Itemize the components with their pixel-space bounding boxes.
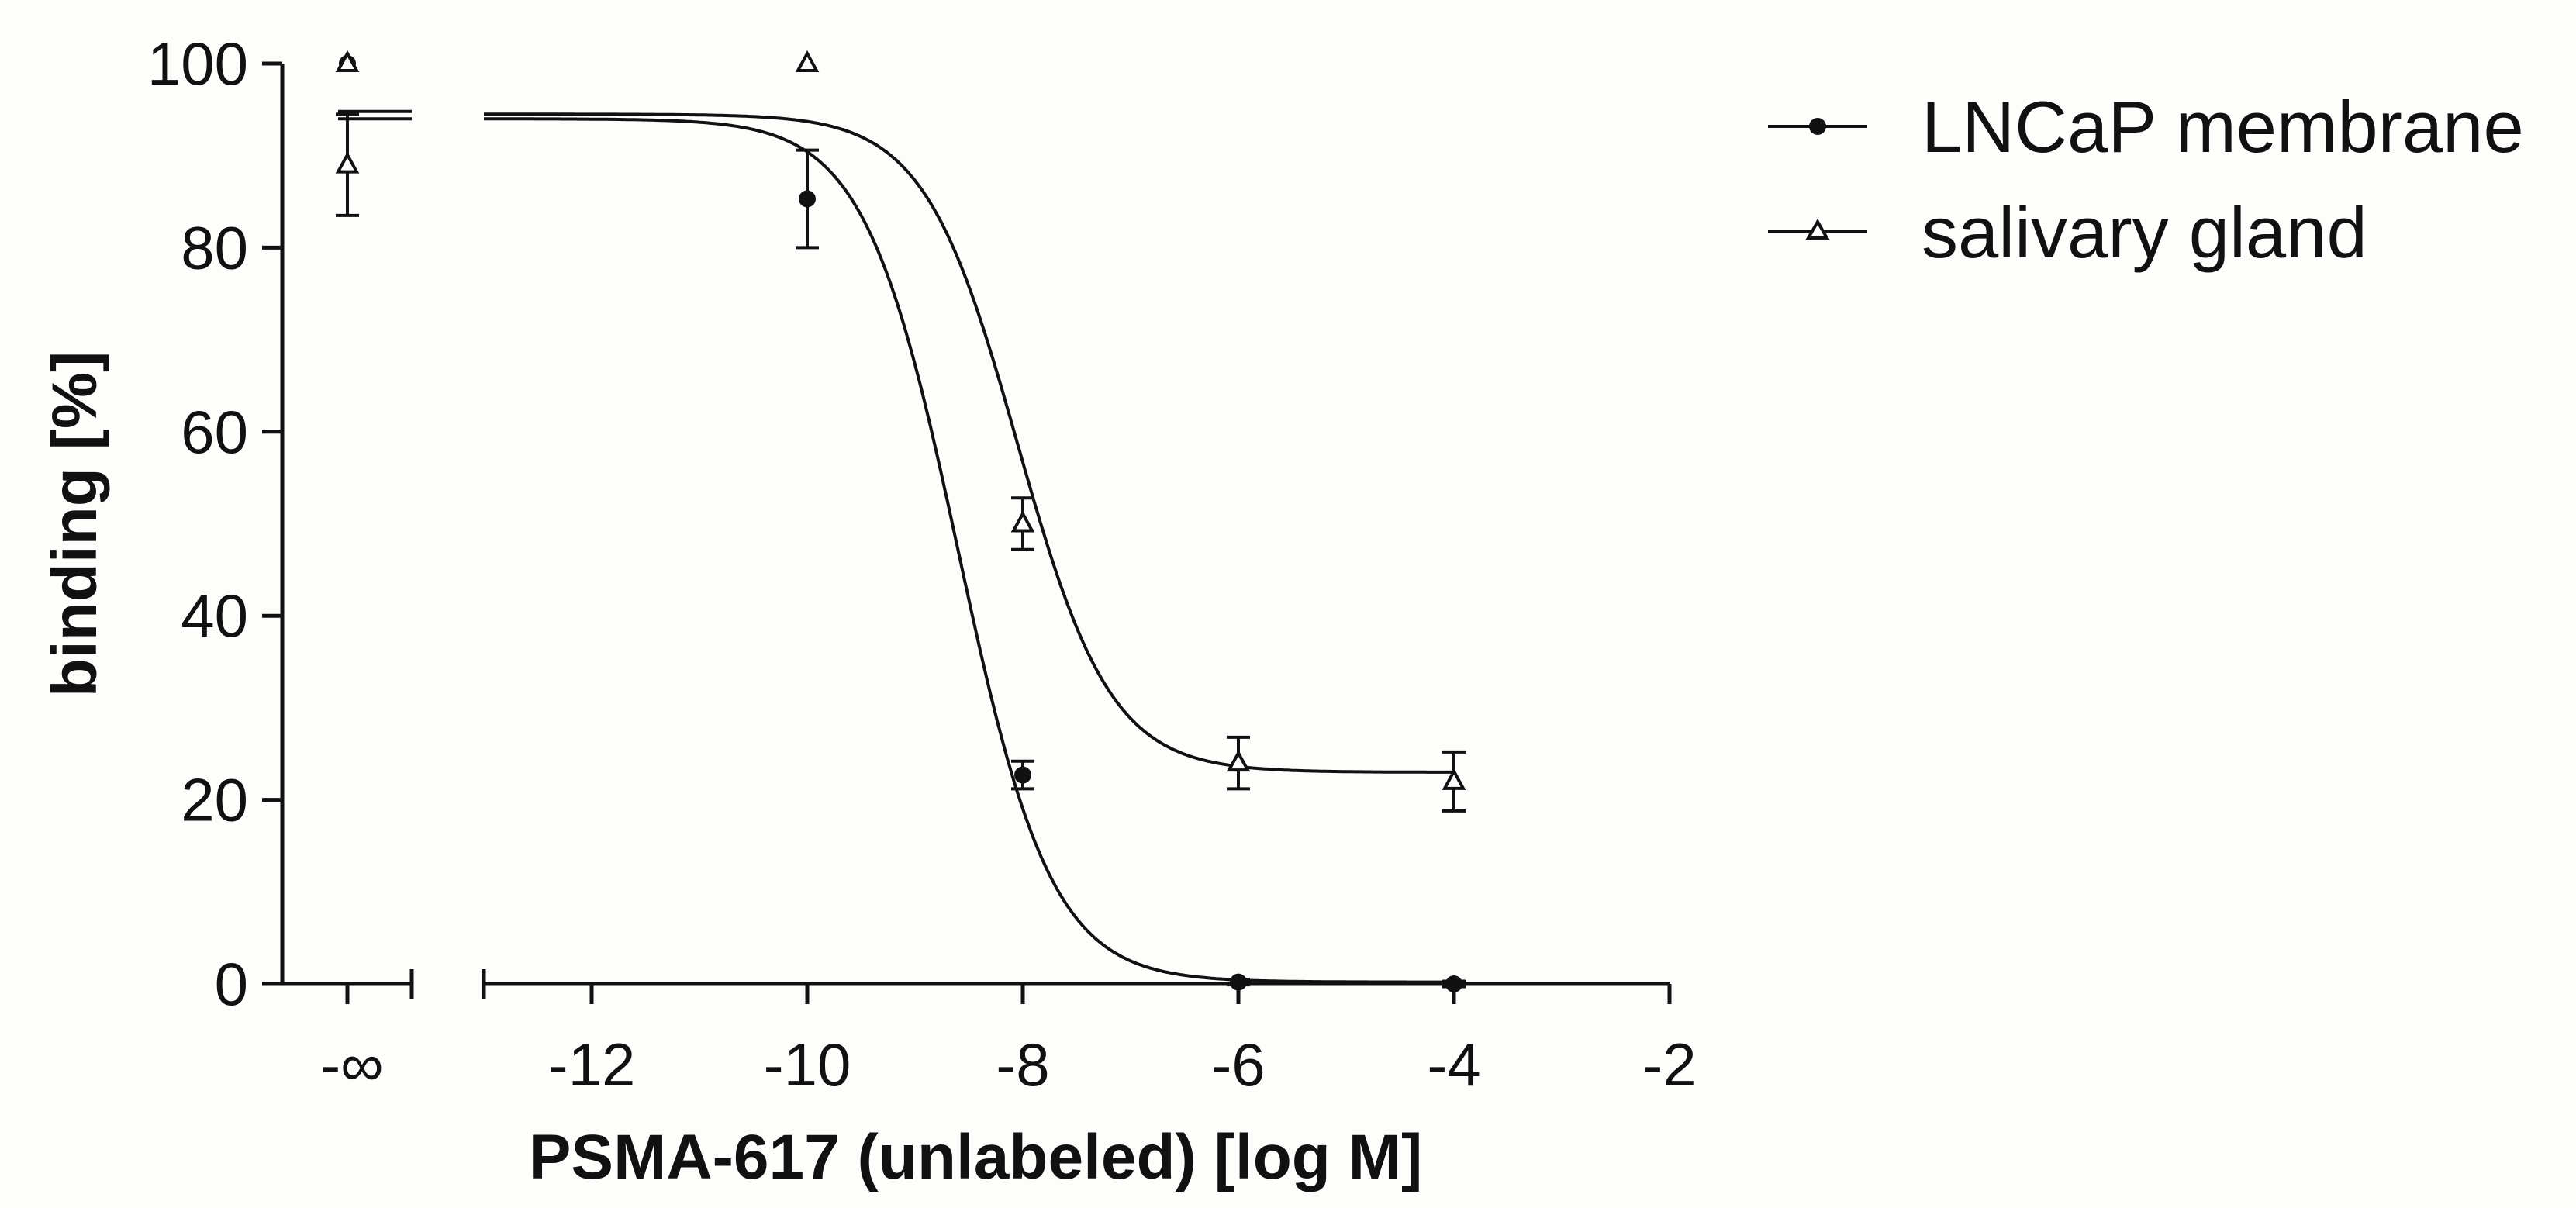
legend-marker-lncap [1809, 118, 1826, 135]
y-tick-label: 60 [181, 398, 248, 466]
legend: LNCaP membrane salivary gland [1768, 86, 2524, 273]
x-tick-label: -8 [996, 1030, 1049, 1099]
x-axis-title: PSMA-617 (unlabeled) [log M] [529, 1122, 1423, 1192]
data-point-salivary [1442, 768, 1466, 790]
data-point-lncap [1230, 973, 1247, 991]
legend-label-lncap: LNCaP membrane [1922, 86, 2524, 167]
data-point-neg-inf-salivary [335, 50, 360, 72]
data-point-salivary [1010, 510, 1035, 533]
data-point-neg-inf-mean-salivary [335, 151, 360, 174]
data-point-lncap [1014, 766, 1031, 784]
data-point-lncap [1445, 975, 1462, 992]
x-tick-label: -2 [1642, 1030, 1696, 1099]
plot-layer [335, 50, 1466, 992]
x-tick-label: -10 [764, 1030, 851, 1099]
fit-curve-lncap [484, 117, 1454, 984]
legend-marker-salivary [1805, 218, 1830, 240]
x-tick-label: -12 [548, 1030, 636, 1099]
x-tick-label-neg-inf: -∞ [320, 1030, 384, 1099]
y-tick-label: 0 [215, 950, 248, 1018]
y-ticks: 0 20 40 60 80 100 [147, 29, 282, 1018]
x-tick-label: -4 [1427, 1030, 1480, 1099]
legend-label-salivary: salivary gland [1922, 192, 2367, 273]
y-axis-title: binding [%] [40, 351, 110, 697]
y-tick-label: 20 [181, 766, 248, 834]
data-point-salivary [795, 50, 820, 72]
fit-curve-salivary [484, 112, 1454, 774]
data-point-salivary [1226, 749, 1251, 772]
y-tick-label: 100 [147, 29, 248, 98]
x-tick-label: -6 [1211, 1030, 1265, 1099]
x-ticks: -12 -10 -8 -6 -4 -2 -∞ [320, 984, 1697, 1099]
y-tick-label: 80 [181, 213, 248, 281]
data-point-lncap [799, 190, 816, 208]
y-tick-label: 40 [181, 582, 248, 650]
